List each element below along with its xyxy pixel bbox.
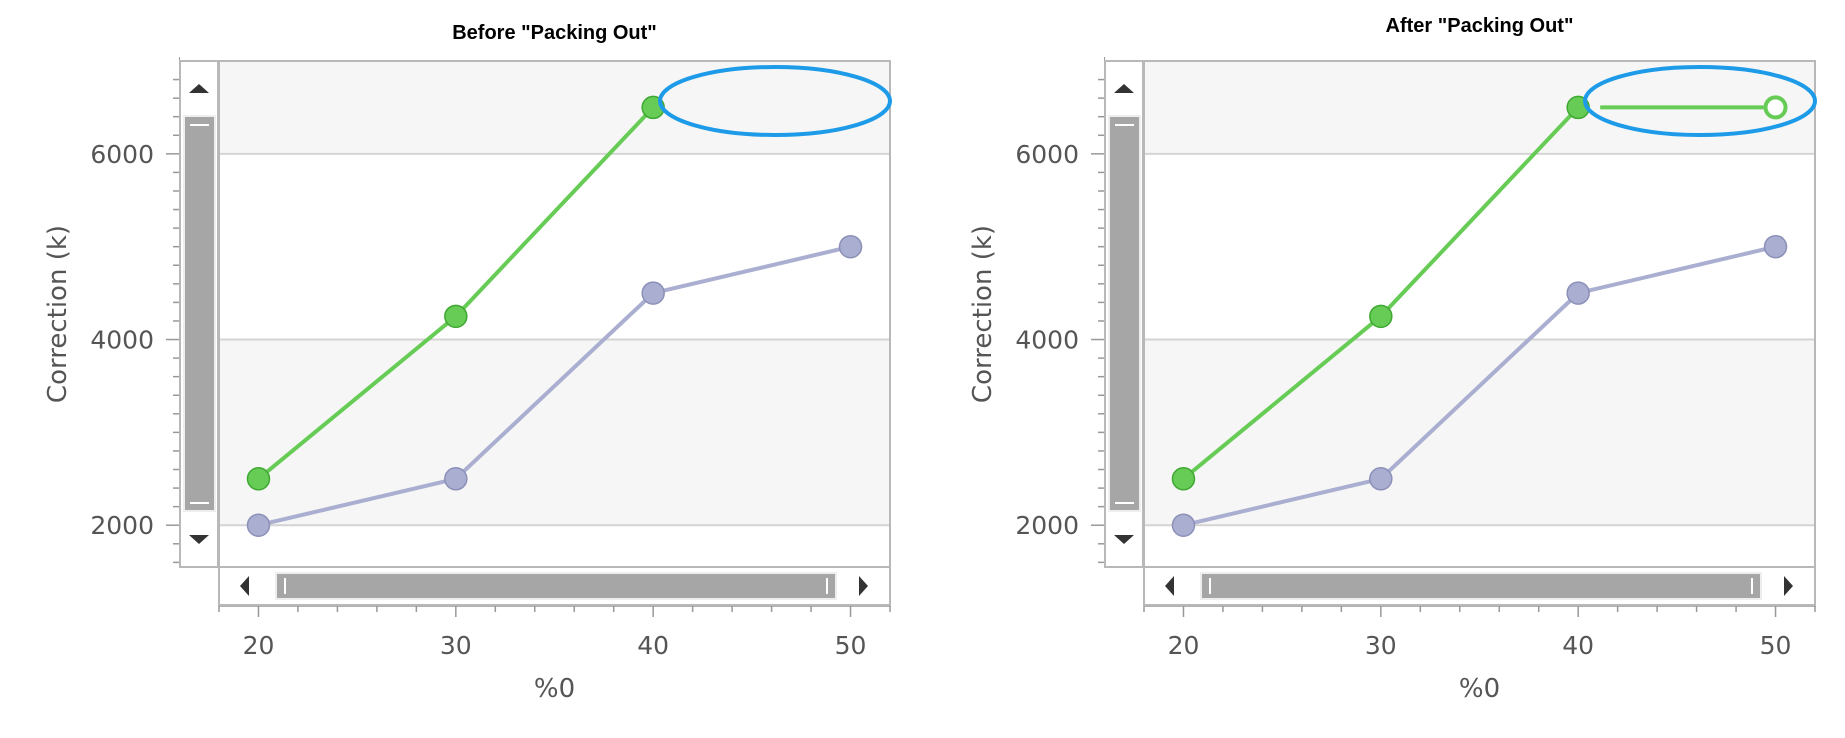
x-tick-label: 20	[1168, 631, 1200, 660]
chart-title: After "Packing Out"	[1386, 15, 1574, 37]
x-tick-label: 30	[440, 631, 472, 660]
scroll-up-arrow-icon[interactable]	[189, 84, 209, 93]
x-axis-label: %0	[534, 674, 575, 704]
scroll-up-arrow-icon[interactable]	[1114, 84, 1134, 93]
series-2-point	[641, 281, 665, 305]
series-2-point	[1171, 513, 1196, 537]
highlight-ellipse	[658, 65, 892, 137]
scroll-right-arrow-icon[interactable]	[1784, 576, 1793, 596]
scroll-down-arrow-icon[interactable]	[189, 535, 209, 544]
plot-frame	[218, 60, 891, 568]
horizontal-scroll-thumb[interactable]	[275, 572, 837, 600]
y-tick-label: 6000	[1015, 140, 1079, 169]
y-axis-label: Correction (k)	[968, 225, 998, 403]
x-tick-label: 40	[637, 631, 669, 660]
series-1-point	[1369, 304, 1393, 329]
x-tick-label: 20	[243, 631, 275, 660]
x-tick-label: 40	[1562, 631, 1594, 660]
series-2-point	[1369, 467, 1393, 491]
plot-band	[219, 61, 890, 154]
series-2-point	[1566, 281, 1590, 305]
series-1-point	[444, 304, 468, 329]
series-2-line	[258, 244, 851, 528]
scroll-down-arrow-icon[interactable]	[1114, 535, 1134, 544]
horizontal-scroll-thumb[interactable]	[1200, 572, 1762, 600]
series-2-point	[246, 513, 271, 537]
plot-band	[1144, 339, 1815, 526]
series-1-point	[1171, 467, 1196, 491]
x-tick-label: 50	[1760, 631, 1792, 660]
vertical-scroll-thumb[interactable]	[1108, 115, 1141, 512]
series-2-point	[1763, 234, 1788, 259]
chart-title: Before "Packing Out"	[452, 22, 657, 44]
series-2-point	[838, 234, 863, 259]
y-tick-label: 2000	[90, 511, 154, 540]
chart-panel-1: Before "Packing Out" 2000 4000 6000 Correcti…	[43, 22, 892, 704]
plot-frame	[1143, 60, 1816, 568]
x-tick-label: 30	[1365, 631, 1397, 660]
y-axis-label: Correction (k)	[43, 225, 73, 403]
y-tick-label: 2000	[1015, 511, 1079, 540]
series-1-point	[1763, 95, 1788, 120]
highlight-ellipse	[1583, 65, 1817, 137]
y-tick-label: 4000	[1015, 326, 1079, 355]
x-axis-label: %0	[1459, 674, 1500, 704]
series-2-point	[444, 467, 468, 491]
scroll-left-arrow-icon[interactable]	[240, 576, 249, 596]
series-1-point	[246, 467, 271, 491]
plot-band	[219, 339, 890, 526]
chart-panel-2: After "Packing Out" 2000 4000 6000 Correctio…	[968, 15, 1817, 704]
x-tick-label: 50	[835, 631, 867, 660]
vertical-scroll-thumb[interactable]	[183, 115, 216, 512]
scroll-left-arrow-icon[interactable]	[1165, 576, 1174, 596]
scroll-right-arrow-icon[interactable]	[859, 576, 868, 596]
y-tick-label: 4000	[90, 326, 154, 355]
series-2-line	[1183, 244, 1776, 528]
y-tick-label: 6000	[90, 140, 154, 169]
